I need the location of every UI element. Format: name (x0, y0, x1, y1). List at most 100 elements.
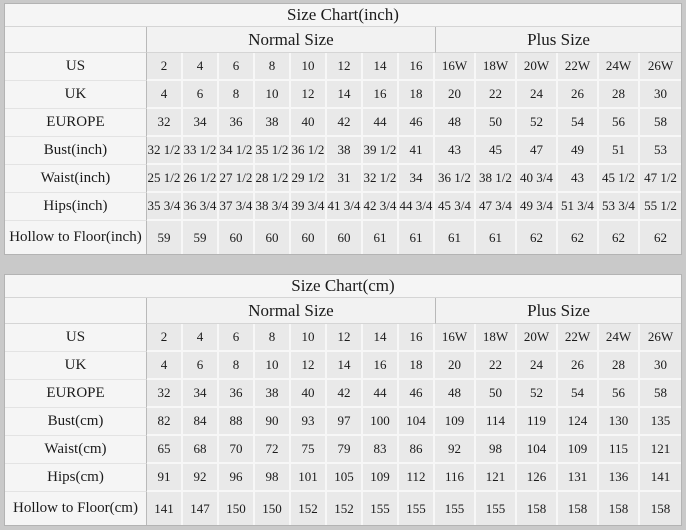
table-cell: 97 (326, 408, 363, 436)
table-cell: 98 (475, 436, 517, 464)
table-cell: 49 (557, 137, 599, 165)
table-cell: 109 (557, 436, 599, 464)
table-cell: 38 1/2 (475, 165, 517, 193)
table-cell: 10 (290, 324, 327, 352)
table-cell: 155 (362, 492, 399, 525)
table-cell: 141 (146, 492, 183, 525)
table-row: Waist(cm) 65 68 70 72 75 79 83 86 92 98 104 109 115 12… (4, 436, 682, 464)
table-cell: 91 (146, 464, 183, 492)
table-cell: 51 3/4 (557, 193, 599, 221)
table-cell: 50 (475, 380, 517, 408)
table-cell: 24 (516, 352, 558, 380)
table-cell: 131 (557, 464, 599, 492)
table-cell: 22W (557, 53, 599, 81)
table-cell: 26 1/2 (182, 165, 219, 193)
table-cell: 32 (146, 109, 183, 137)
table-cell: 29 1/2 (290, 165, 327, 193)
table-cell: 35 3/4 (146, 193, 183, 221)
table-cell: 155 (475, 492, 517, 525)
table-cell: 88 (218, 408, 255, 436)
table-cell: 51 (598, 137, 640, 165)
table-cell: 152 (326, 492, 363, 525)
table-cell: 61 (362, 221, 399, 254)
table-cell: 2 (146, 324, 183, 352)
table-cell: 104 (516, 436, 558, 464)
table-cell: 30 (639, 81, 682, 109)
table-cell: 12 (326, 53, 363, 81)
row-label: Bust(cm) (4, 408, 147, 436)
group-header-row: Normal Size Plus Size (4, 27, 682, 53)
table-cell: 86 (398, 436, 435, 464)
table-cell: 60 (326, 221, 363, 254)
table-cell: 104 (398, 408, 435, 436)
table-cell: 6 (182, 352, 219, 380)
row-label: EUROPE (4, 109, 147, 137)
table-cell: 61 (398, 221, 435, 254)
table-cell: 18W (475, 324, 517, 352)
table-cell: 60 (218, 221, 255, 254)
table-cell: 82 (146, 408, 183, 436)
table-cell: 60 (290, 221, 327, 254)
row-label: Waist(inch) (4, 165, 147, 193)
table-cell: 152 (290, 492, 327, 525)
table-cell: 36 3/4 (182, 193, 219, 221)
table-cell: 61 (434, 221, 476, 254)
table-cell: 12 (290, 81, 327, 109)
table-cell: 12 (326, 324, 363, 352)
table-cell: 44 (362, 109, 399, 137)
table-cell: 32 (146, 380, 183, 408)
table-cell: 93 (290, 408, 327, 436)
table-cell: 4 (146, 352, 183, 380)
table-cell: 124 (557, 408, 599, 436)
table-cell: 22 (475, 81, 517, 109)
table-cell: 158 (516, 492, 558, 525)
table-cell: 32 1/2 (362, 165, 399, 193)
table-cell: 6 (218, 53, 255, 81)
table-cell: 36 1/2 (290, 137, 327, 165)
table-cell: 10 (290, 53, 327, 81)
table-cell: 62 (639, 221, 682, 254)
table-cell: 44 (362, 380, 399, 408)
table-cell: 43 (557, 165, 599, 193)
table-cell: 54 (557, 380, 599, 408)
table-cell: 70 (218, 436, 255, 464)
table-cell: 56 (598, 109, 640, 137)
row-label: Hollow to Floor(inch) (4, 221, 147, 254)
group-header-normal-size: Normal Size (146, 298, 435, 324)
table-cell: 84 (182, 408, 219, 436)
table-cell: 53 (639, 137, 682, 165)
table-cell: 114 (475, 408, 517, 436)
table-cell: 4 (146, 81, 183, 109)
title-row: Size Chart(cm) (4, 275, 682, 298)
table-cell: 61 (475, 221, 517, 254)
table-cell: 59 (146, 221, 183, 254)
size-chart-table-cm: Size Chart(cm) Normal Size Plus Size US 2 4 6 8… (3, 274, 683, 526)
table-cell: 34 1/2 (218, 137, 255, 165)
table-cell: 14 (326, 352, 363, 380)
table-cell: 90 (254, 408, 291, 436)
table-cell: 92 (182, 464, 219, 492)
table-cell: 98 (254, 464, 291, 492)
table-cell: 48 (434, 380, 476, 408)
table-cell: 43 (434, 137, 476, 165)
table-cell: 62 (598, 221, 640, 254)
table-cell: 47 1/2 (639, 165, 682, 193)
table-cell: 31 (326, 165, 363, 193)
table-cell: 38 (326, 137, 363, 165)
table-cell: 37 3/4 (218, 193, 255, 221)
table-row: US 2 4 6 8 10 12 14 16 16W 18W 20W 22W 24W 26W (4, 324, 682, 352)
row-label: US (4, 53, 147, 81)
group-header-spacer (4, 298, 147, 324)
table-cell: 59 (182, 221, 219, 254)
table-cell: 16 (398, 324, 435, 352)
table-cell: 16 (398, 53, 435, 81)
table-cell: 28 1/2 (254, 165, 291, 193)
table-cell: 27 1/2 (218, 165, 255, 193)
row-label: Waist(cm) (4, 436, 147, 464)
group-header-spacer (4, 27, 147, 53)
table-cell: 4 (182, 53, 219, 81)
table-cell: 26W (639, 324, 682, 352)
table-cell: 45 (475, 137, 517, 165)
table-cell: 109 (434, 408, 476, 436)
table-cell: 10 (254, 81, 291, 109)
